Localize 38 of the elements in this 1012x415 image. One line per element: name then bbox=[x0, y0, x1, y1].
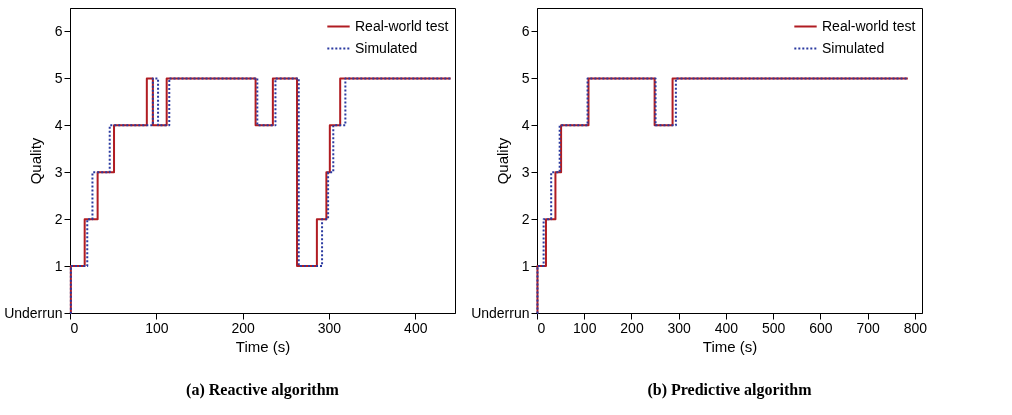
x-tick-label: 200 bbox=[231, 319, 256, 336]
legend-label: Real-world test bbox=[822, 17, 916, 34]
y-tick-label: 3 bbox=[54, 163, 63, 180]
y-tick-label: 3 bbox=[521, 163, 530, 180]
y-tick-label: 5 bbox=[54, 69, 63, 86]
x-tick-label: 300 bbox=[667, 319, 692, 336]
y-tick-label: Underrun bbox=[471, 304, 530, 321]
y-tick-label: Underrun bbox=[4, 304, 63, 321]
x-axis-title: Time (s) bbox=[235, 337, 291, 355]
y-tick-label: 4 bbox=[54, 116, 63, 133]
y-tick-label: 4 bbox=[521, 116, 530, 133]
y-tick-label: 2 bbox=[54, 210, 63, 227]
legend-label: Real-world test bbox=[355, 17, 449, 34]
x-axis-title: Time (s) bbox=[702, 337, 758, 355]
x-tick-label: 100 bbox=[145, 319, 169, 336]
x-tick-label: 500 bbox=[762, 319, 786, 336]
x-tick-label: 600 bbox=[809, 319, 833, 336]
x-tick-label: 700 bbox=[856, 319, 881, 336]
text: (b) Predictive algorithm bbox=[647, 381, 813, 399]
y-tick-label: 6 bbox=[521, 22, 530, 39]
y-tick-label: 5 bbox=[521, 69, 530, 86]
x-tick-label: 0 bbox=[537, 319, 546, 336]
x-tick-label: 0 bbox=[70, 319, 79, 336]
x-tick-label: 200 bbox=[620, 319, 644, 336]
y-axis-title: Quality bbox=[494, 137, 512, 185]
y-tick-label: 2 bbox=[521, 210, 530, 227]
y-tick-label: 6 bbox=[54, 22, 63, 39]
x-tick-label: 400 bbox=[714, 319, 739, 336]
legend-label: Simulated bbox=[355, 39, 418, 56]
x-tick-label: 100 bbox=[573, 319, 597, 336]
y-axis-title: Quality bbox=[27, 137, 45, 185]
legend-label: Simulated bbox=[822, 39, 885, 56]
text: (a) Reactive algorithm bbox=[186, 381, 340, 399]
x-tick-label: 400 bbox=[404, 319, 428, 336]
y-tick-label: 1 bbox=[54, 257, 63, 274]
x-tick-label: 800 bbox=[903, 319, 928, 336]
y-tick-label: 1 bbox=[521, 257, 530, 274]
x-tick-label: 300 bbox=[317, 319, 342, 336]
